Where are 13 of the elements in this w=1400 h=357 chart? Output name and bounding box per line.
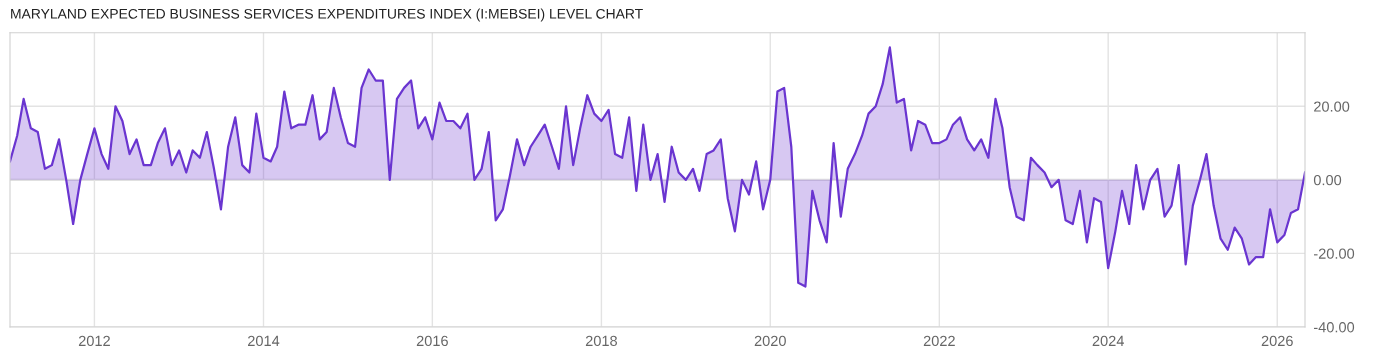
x-tick-label: 2018: [585, 335, 617, 347]
y-tick-label: 0.00: [1313, 174, 1342, 186]
x-tick-label: 2022: [923, 335, 955, 347]
y-tick-label: -40.00: [1313, 322, 1355, 333]
x-tick-label: 2020: [754, 335, 786, 347]
x-tick-label: 2012: [78, 335, 110, 347]
x-tick-label: 2014: [248, 335, 280, 347]
chart-title: MARYLAND EXPECTED BUSINESS SERVICES EXPENDITURES INDEX (I:MEBSEI) LEVEL CHART: [11, 8, 643, 22]
y-tick-label: 20.00: [1314, 101, 1350, 112]
y-tick-label: -20.00: [1313, 248, 1355, 259]
x-tick-label: 2026: [1261, 335, 1293, 347]
x-tick-label: 2016: [416, 335, 448, 347]
x-tick-label: 2024: [1092, 335, 1124, 347]
